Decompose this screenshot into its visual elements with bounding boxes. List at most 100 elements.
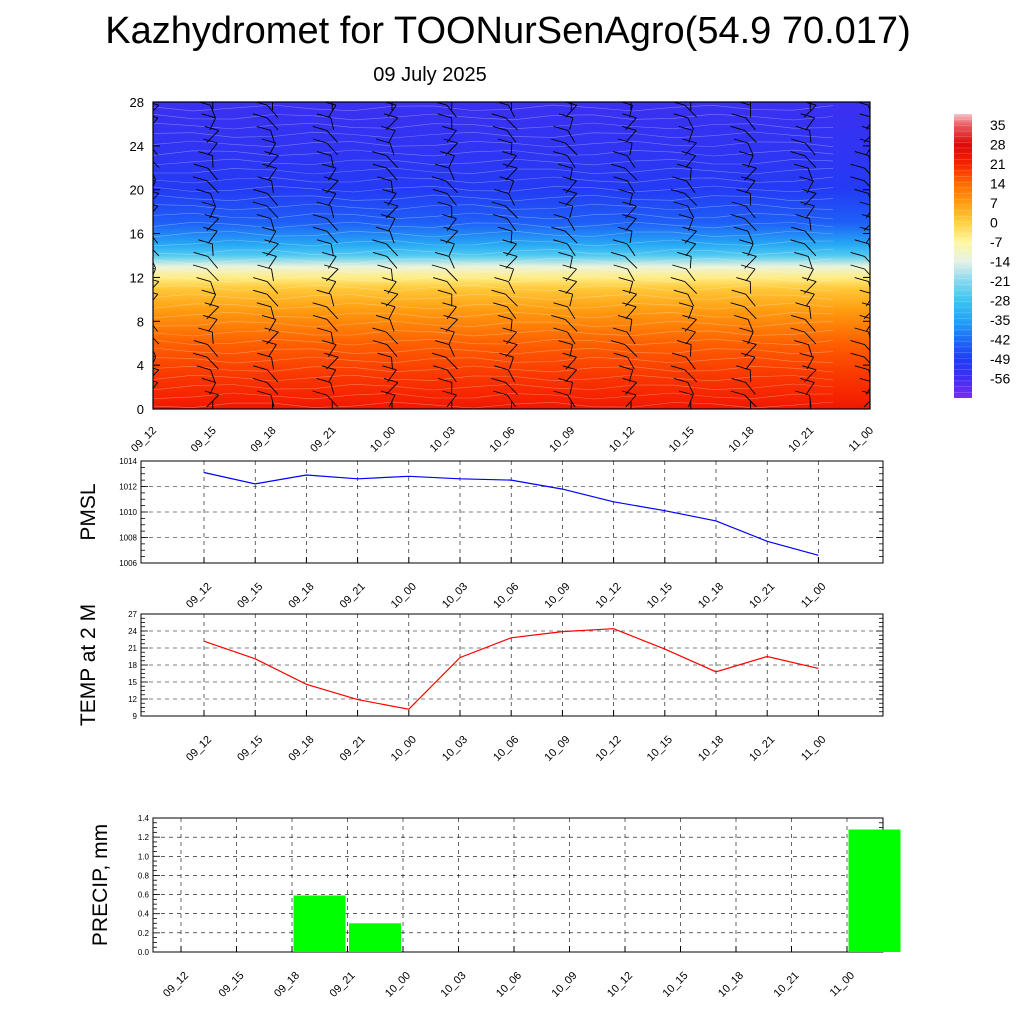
- wind-barb: [153, 349, 157, 357]
- wind-barb: [800, 201, 815, 219]
- wind-barb: [563, 102, 578, 118]
- wind-barb: [794, 163, 813, 181]
- wind-barb: [859, 138, 870, 156]
- wind-barb: [553, 239, 576, 257]
- wind-barb: [316, 239, 334, 256]
- wind-barb: [800, 289, 815, 307]
- wind-barb: [321, 188, 337, 206]
- colorbar-label: -21: [990, 273, 1010, 289]
- plot-frame: [152, 817, 884, 953]
- wind-barb: [153, 367, 160, 377]
- x-tick-label: 09_21: [308, 425, 338, 455]
- x-tick-label: 10_00: [389, 581, 419, 611]
- wind-barb: [861, 302, 870, 320]
- wind-barb: [503, 251, 518, 269]
- wind-barb: [497, 226, 513, 244]
- x-tick-label: 10_18: [696, 734, 726, 764]
- contour-line: [153, 347, 834, 355]
- wind-barb: [257, 176, 274, 193]
- x-tick-label: 10_09: [547, 425, 577, 455]
- x-tick-label: 11_00: [799, 734, 829, 764]
- precip-bar: [293, 895, 346, 952]
- wind-barb: [196, 277, 216, 294]
- wind-barb: [372, 151, 399, 168]
- wind-barb: [437, 113, 453, 130]
- wind-barb: [790, 314, 816, 332]
- x-tick-label: 10_15: [667, 425, 697, 455]
- wind-barb: [739, 151, 754, 168]
- y-tick-label: 0.0: [138, 948, 150, 957]
- wind-barb: [613, 264, 635, 282]
- x-tick-label: 10_00: [383, 970, 413, 1000]
- wind-barb: [790, 327, 817, 345]
- contour-line: [153, 113, 834, 121]
- wind-barb: [859, 289, 870, 307]
- x-tick-label: 11_00: [799, 581, 829, 611]
- wind-barb: [372, 163, 398, 181]
- wind-barb: [553, 302, 576, 320]
- wind-barb: [672, 176, 696, 194]
- y-tick-label: 8: [137, 314, 144, 329]
- wind-barb: [742, 251, 757, 269]
- wind-barb: [618, 277, 634, 294]
- wind-barb: [673, 113, 695, 131]
- contour-lines: [153, 104, 834, 409]
- x-tick-label: 10_06: [491, 734, 521, 764]
- wind-barb: [312, 314, 338, 332]
- precip-bar: [848, 829, 901, 952]
- wind-barb: [381, 125, 396, 143]
- wind-barb: [493, 214, 517, 231]
- wind-barb: [562, 277, 578, 294]
- temp-series-line: [203, 628, 819, 710]
- wind-barb: [264, 239, 279, 257]
- wind-barb: [802, 277, 817, 294]
- wind-barb: [321, 277, 337, 294]
- wind-barb: [731, 113, 756, 131]
- wind-barb: [790, 239, 817, 257]
- wind-barb: [558, 340, 573, 357]
- wind-barb: [495, 102, 515, 118]
- wind-barb: [437, 201, 453, 219]
- wind-barb: [437, 289, 453, 307]
- wind-barb: [203, 138, 218, 156]
- x-tick-label: 09_15: [189, 425, 219, 455]
- wind-barb: [380, 214, 396, 231]
- colorbar-label: -7: [990, 234, 1003, 250]
- y-tick-label: 28: [130, 95, 144, 110]
- contour-line: [153, 212, 834, 220]
- x-tick-label: 10_12: [607, 425, 637, 455]
- wind-barb: [202, 314, 218, 332]
- y-tick-label: 15: [128, 678, 137, 687]
- y-tick-label: 1012: [119, 483, 137, 492]
- wind-barb: [435, 163, 455, 181]
- contour-line: [153, 365, 834, 373]
- wind-barb: [443, 226, 458, 244]
- wind-barb: [257, 264, 274, 282]
- wind-barb: [681, 151, 697, 168]
- wind-barb: [733, 138, 754, 156]
- wind-barb: [558, 201, 574, 219]
- wind-barb: [383, 377, 399, 395]
- wind-barb: [431, 352, 458, 370]
- wind-barb: [733, 314, 754, 332]
- contour-line: [153, 230, 834, 238]
- wind-barb: [197, 102, 216, 118]
- wind-barb: [491, 377, 518, 395]
- wind-barb: [502, 151, 517, 168]
- wind-barb: [253, 277, 279, 294]
- wind-barb: [794, 251, 813, 269]
- wind-barb: [196, 365, 216, 382]
- x-tick-label: 10_12: [594, 734, 624, 764]
- wind-barb: [861, 125, 870, 143]
- x-tick-label: 09_21: [338, 734, 368, 764]
- wind-barb: [730, 302, 757, 320]
- wind-barb: [673, 289, 695, 307]
- wind-barb: [791, 138, 816, 156]
- wind-barb: [610, 251, 638, 269]
- wind-barb: [558, 163, 573, 181]
- wind-barb: [859, 113, 870, 131]
- y-axis-title: PRECIP, mm: [89, 824, 112, 946]
- wind-barb: [558, 377, 574, 395]
- contour-line: [153, 149, 834, 157]
- x-tick-label: 10_03: [440, 581, 470, 611]
